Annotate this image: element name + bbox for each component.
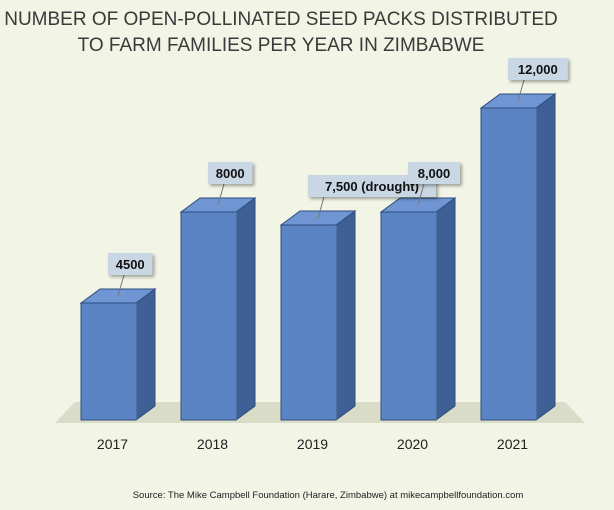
label-leader-2018: [217, 183, 225, 206]
data-label-box-2017: [108, 253, 153, 275]
data-label-box-2018: [208, 162, 253, 184]
bar-front-2020: [380, 211, 437, 421]
chart-title-line-1: NUMBER OF OPEN-POLLINATED SEED PACKS DIS…: [4, 9, 558, 30]
bar-front-2017: [80, 302, 137, 421]
data-labels-group: 4500 8000 7,500 (drought)8,000 12,000: [108, 58, 568, 297]
bar-side-2017: [135, 288, 156, 421]
x-tick-2021: 2021: [497, 436, 528, 452]
label-leader-2021: [517, 79, 525, 102]
data-label-2019: 7,500 (drought): [325, 179, 419, 194]
label-leader-2017: [117, 274, 125, 297]
bar-2018: [179, 197, 257, 421]
x-tick-2019: 2019: [297, 436, 328, 452]
data-label-box-2021: [508, 58, 568, 80]
x-tick-2018: 2018: [197, 436, 228, 452]
data-label-2021: 12,000: [518, 62, 558, 77]
bar-front-2021: [480, 107, 537, 421]
bar-side-2018: [235, 197, 256, 421]
x-tick-2017: 2017: [97, 436, 128, 452]
bar-2020: [379, 197, 457, 421]
bar-side-2019: [335, 210, 356, 421]
bar-2017: [79, 288, 157, 421]
x-tick-2020: 2020: [397, 436, 428, 452]
bars-group: [79, 93, 557, 421]
data-label-2017: 4500: [116, 257, 145, 272]
source-note: Source: The Mike Campbell Foundation (Ha…: [133, 490, 524, 501]
bar-2019: [279, 210, 357, 421]
data-label-2020: 8,000: [418, 166, 451, 181]
data-label-box-2019: [308, 175, 436, 197]
x-axis-ticks: 2017 2018 2019 2020 2021: [97, 436, 528, 452]
data-label-2018: 8000: [216, 166, 245, 181]
bar-side-2021: [535, 93, 556, 421]
bar-front-2019: [280, 224, 337, 421]
label-leader-2019: [317, 196, 325, 219]
chart-title-line-2: TO FARM FAMILIES PER YEAR IN ZIMBABWE: [78, 35, 485, 56]
data-label-box-2020: [408, 162, 460, 184]
label-leader-2020: [417, 183, 425, 206]
bar-side-2020: [435, 197, 456, 421]
bar-2021: [479, 93, 557, 421]
bar-front-2018: [180, 211, 237, 421]
